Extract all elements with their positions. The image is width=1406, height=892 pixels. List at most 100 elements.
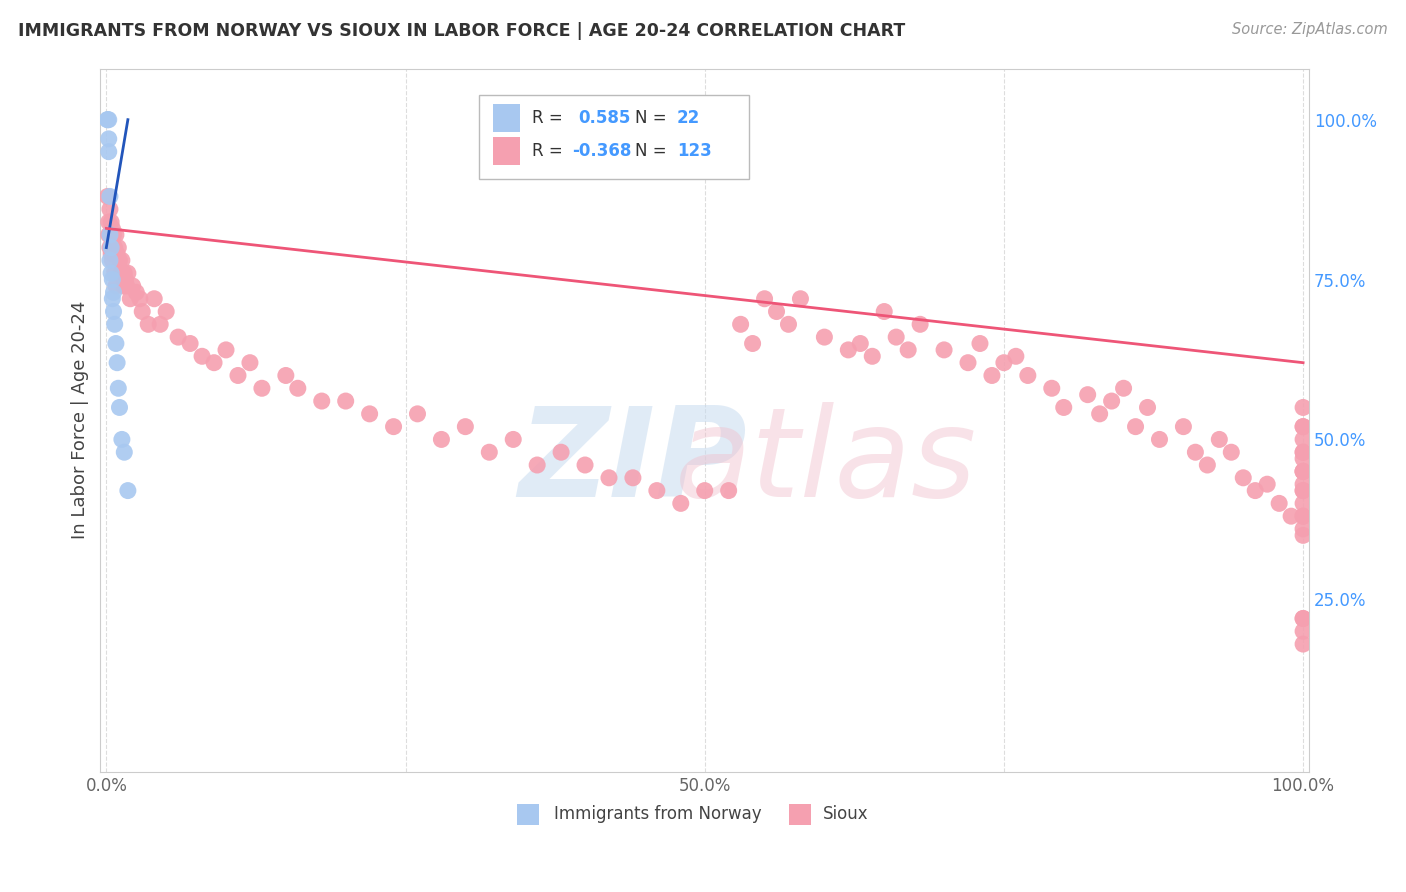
Point [1292,509,1315,524]
Point [1292,419,1315,434]
Point [101,272,124,286]
Point [143,292,166,306]
Point [117,483,139,498]
Point [1112,381,1135,395]
Point [103,304,125,318]
Point [97,112,120,127]
Point [849,336,872,351]
Point [956,356,979,370]
Point [100,266,122,280]
Point [125,285,148,300]
Text: Source: ZipAtlas.com: Source: ZipAtlas.com [1232,22,1388,37]
Text: Immigrants from Norway: Immigrants from Norway [554,805,761,823]
Point [97,227,120,242]
Point [112,445,135,459]
Point [111,253,134,268]
Point [789,292,811,306]
Point [226,368,249,383]
Text: IMMIGRANTS FROM NORWAY VS SIOUX IN LABOR FORCE | AGE 20-24 CORRELATION CHART: IMMIGRANTS FROM NORWAY VS SIOUX IN LABOR… [18,22,905,40]
Point [1149,433,1171,447]
Text: ZIP: ZIP [517,402,747,523]
Point [335,394,357,409]
Text: -0.368: -0.368 [572,142,631,160]
FancyBboxPatch shape [478,95,749,179]
Point [1244,483,1267,498]
Point [1268,496,1291,510]
Point [287,381,309,395]
Point [754,292,776,306]
Point [1292,464,1315,478]
Point [96,189,118,203]
Point [897,343,920,357]
Point [1292,419,1315,434]
Point [813,330,835,344]
Point [120,292,142,306]
Point [98,189,121,203]
Point [598,471,620,485]
Point [1220,445,1243,459]
Bar [494,103,520,132]
Point [1292,624,1315,639]
Point [167,330,190,344]
Point [103,285,125,300]
Point [1088,407,1111,421]
Point [1292,483,1315,498]
Point [191,349,214,363]
Point [155,304,177,318]
Point [932,343,955,357]
Point [1005,349,1028,363]
Point [98,202,121,217]
Point [382,419,405,434]
Point [215,343,238,357]
Point [1292,496,1315,510]
Point [100,215,122,229]
Text: N =: N = [634,109,672,127]
Text: N =: N = [634,142,672,160]
Point [837,343,859,357]
Point [1292,451,1315,466]
Point [1184,445,1206,459]
Point [1040,381,1063,395]
Point [101,253,124,268]
Point [1292,445,1315,459]
Point [1292,483,1315,498]
Text: atlas: atlas [675,402,977,523]
Point [884,330,907,344]
Point [274,368,297,383]
Point [136,318,159,332]
Point [101,292,124,306]
Point [100,241,122,255]
Point [406,407,429,421]
Point [693,483,716,498]
Point [107,241,129,255]
Point [1279,509,1302,524]
Point [873,304,896,318]
Text: 123: 123 [676,142,711,160]
Point [1101,394,1123,409]
Point [359,407,381,421]
Point [104,336,127,351]
Point [969,336,991,351]
Point [96,112,118,127]
Point [105,247,128,261]
Point [741,336,763,351]
Point [1292,464,1315,478]
Point [110,266,132,280]
Point [97,132,120,146]
Point [1136,401,1159,415]
Point [114,272,136,286]
Bar [789,804,811,825]
Point [115,279,138,293]
Point [179,336,201,351]
Point [860,349,883,363]
Point [1292,401,1315,415]
Point [112,279,135,293]
Point [149,318,172,332]
Point [98,241,121,255]
Point [1125,419,1147,434]
Point [502,433,524,447]
Y-axis label: In Labor Force | Age 20-24: In Labor Force | Age 20-24 [72,301,89,540]
Point [97,145,120,159]
Point [669,496,692,510]
Point [1292,464,1315,478]
